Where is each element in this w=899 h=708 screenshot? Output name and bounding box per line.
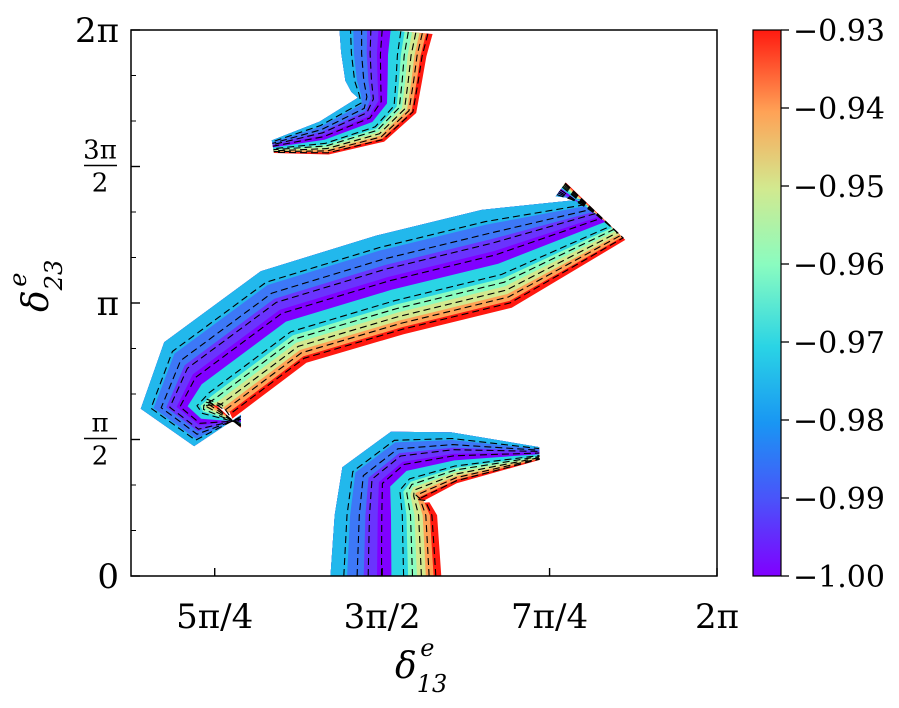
region-2 [140, 182, 626, 447]
x-axis: 5π/4 3π/2 7π/4 2π [176, 568, 739, 637]
contour-line [273, 31, 409, 151]
svg-text:2: 2 [92, 169, 109, 199]
y-tick-label: 2π [75, 11, 119, 51]
contour-line [273, 33, 429, 154]
svg-text:π: π [91, 409, 108, 439]
contour-line [415, 457, 540, 576]
svg-text:3π: 3π [83, 136, 117, 166]
colorbar-tick-label: −1.00 [793, 560, 885, 595]
colorbar-ticks: −0.93 −0.94 −0.95 −0.96 −0.97 −0.98 −0.99 −1.00 [781, 14, 885, 595]
contour-line [150, 194, 587, 441]
x-tick-label: 7π/4 [511, 597, 588, 637]
x-tick-label: 3π/2 [344, 597, 421, 637]
colorbar-tick-label: −0.96 [793, 248, 885, 283]
contour-line [202, 185, 615, 425]
colorbar-tick-label: −0.95 [793, 170, 885, 205]
region-fill-layer [330, 431, 540, 576]
y-axis-label: δ23e [4, 260, 68, 312]
contour-line [273, 33, 423, 153]
contour-line [202, 184, 619, 426]
region-3 [330, 431, 540, 576]
colorbar-tick-label: −0.93 [793, 14, 885, 49]
contour-line [415, 458, 540, 576]
contour-line [272, 30, 368, 144]
contour-line [160, 192, 594, 435]
colorbar-tick-label: −0.98 [793, 404, 885, 439]
colorbar [752, 29, 782, 577]
contour-line [356, 444, 540, 576]
contour-line [272, 30, 374, 146]
colorbar-tick-label: −0.94 [793, 92, 885, 127]
contour-line [205, 182, 625, 428]
contour-line [196, 186, 612, 424]
contour-line [406, 455, 540, 576]
y-tick-label: π2 [84, 409, 117, 472]
contour-line [273, 31, 402, 150]
contour-line [271, 30, 362, 143]
contour-line [413, 457, 540, 576]
y-tick-label: 3π2 [83, 136, 117, 199]
colorbar-tick-label: −0.99 [793, 482, 885, 517]
region-1 [271, 30, 433, 155]
colorbar-tick-label: −0.97 [793, 326, 885, 361]
region-fill-layer [271, 30, 362, 143]
x-axis-label: δ13e [395, 634, 447, 698]
heatmap-regions [140, 30, 626, 576]
contour-line [205, 183, 622, 427]
svg-text:2: 2 [92, 442, 109, 472]
region-fill-layer [140, 194, 589, 447]
region-fill-layer [140, 188, 606, 447]
contour-line [273, 32, 417, 152]
contour-line [399, 454, 540, 576]
contour-line [179, 189, 603, 424]
contour-line [380, 452, 540, 576]
contour-line [272, 30, 383, 147]
x-tick-label: 5π/4 [176, 597, 253, 637]
contour-line [343, 437, 540, 576]
y-tick-label: π [97, 284, 119, 324]
y-tick-label: 0 [97, 557, 119, 597]
x-tick-label: 2π [695, 597, 739, 637]
contour-line [169, 191, 598, 430]
